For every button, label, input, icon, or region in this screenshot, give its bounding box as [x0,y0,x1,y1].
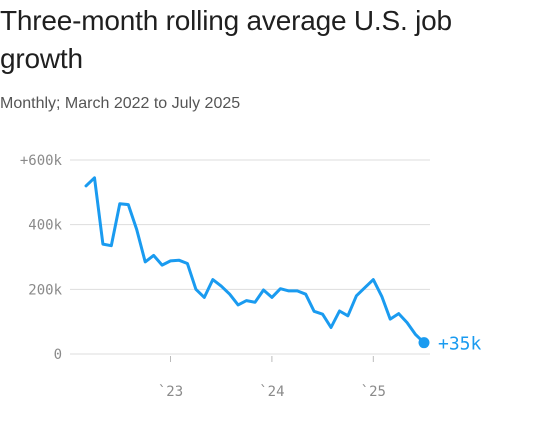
x-tick-label: `25 [361,384,386,400]
y-tick-label: 400k [28,218,62,234]
series-line-layer: +35k [84,176,482,355]
end-value-label: +35k [438,334,482,355]
axis-labels: 0 200k 400k +600k `23 `24 `25 [20,153,386,400]
chart-title: Three-month rolling average U.S. job gro… [0,5,452,74]
x-tick-label: `23 [158,384,183,400]
y-tick-label: +600k [20,153,63,169]
end-point-marker [418,337,430,349]
y-tick-label: 200k [28,282,62,298]
chart-subtitle: Monthly; March 2022 to July 2025 [0,95,241,112]
x-tick-label: `24 [259,384,284,400]
series-line [84,176,426,345]
y-tick-label: 0 [54,347,62,363]
gridlines [70,159,430,362]
